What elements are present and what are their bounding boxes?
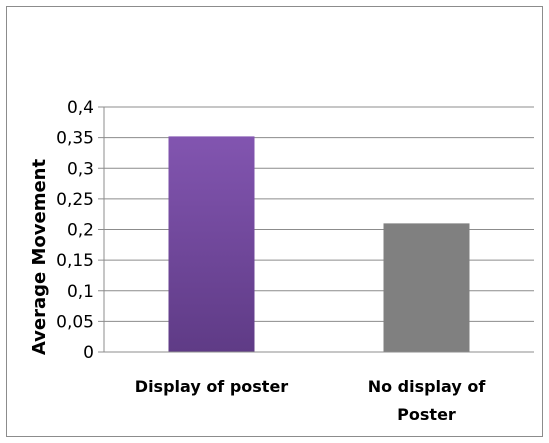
y-tick-label: 0,4 [67,98,94,118]
y-tick-label: 0 [83,343,94,363]
bar-2 [383,223,470,352]
y-tick-label: 0,15 [56,251,94,271]
labels: 0 0,05 0,1 0,15 0,2 0,25 0,3 0,35 0,4 Display of … [56,98,486,424]
y-tick-label: 0,25 [56,190,94,210]
axes [98,106,534,353]
y-tick-label: 0,3 [67,159,94,179]
bars [168,136,470,352]
category-label: Poster [397,405,456,424]
y-axis-title: Average Movement [29,158,50,355]
y-tick-label: 0,1 [67,282,94,302]
chart-frame [6,6,543,437]
y-tick-label: 0,05 [56,312,94,332]
category-label: Display of poster [135,377,289,396]
category-label: No display of [368,377,487,396]
y-tick-label: 0,2 [67,221,94,241]
bar-1 [168,136,255,352]
y-tick-label: 0,35 [56,129,94,149]
